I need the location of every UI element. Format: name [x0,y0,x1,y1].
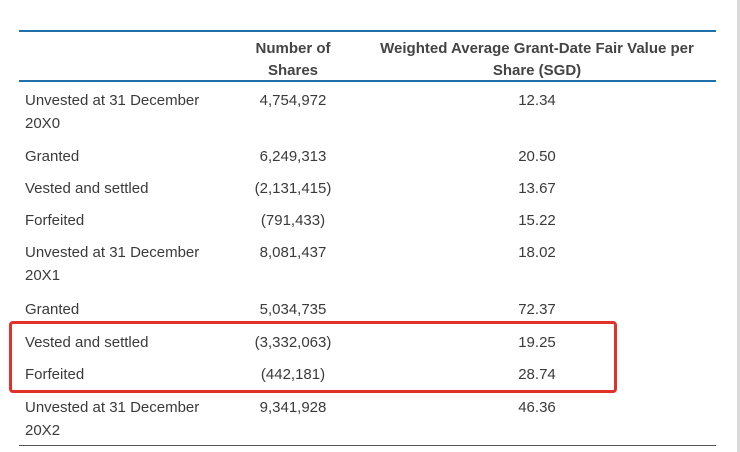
share-movement-table: Number of Shares Weighted Average Grant-… [19,30,716,82]
row-label: Vested and settled [25,180,149,197]
row-label: Vested and settled [25,334,149,351]
highlight-box [9,321,617,393]
row-value: 15.22 [518,212,556,229]
row-label: Unvested at 31 December 20X1 [25,244,200,284]
header-fair-value: Weighted Average Grant-Date Fair Value p… [380,40,694,79]
row-label: Unvested at 31 December 20X0 [25,92,200,132]
row-value: 19.25 [518,334,556,351]
row-label: Granted [25,301,80,318]
row-shares: 6,249,313 [259,148,327,165]
row-label: Forfeited [25,366,85,383]
row-value: 72.37 [518,301,556,318]
table-bottom-rule [19,445,716,446]
page-edge [737,0,740,452]
table-top-rule [19,30,716,32]
row-value: 18.02 [518,244,556,261]
row-shares: (442,181) [260,366,326,383]
row-shares: (3,332,063) [254,334,332,351]
row-shares: (791,433) [260,212,326,229]
row-value: 46.36 [518,399,556,416]
row-shares: 9,341,928 [259,399,327,416]
row-shares: 5,034,735 [259,301,327,318]
row-value: 20.50 [518,148,556,165]
row-value: 12.34 [518,92,556,109]
row-shares: 8,081,437 [259,244,327,261]
row-label: Unvested at 31 December 20X2 [25,399,200,439]
row-shares: (2,131,415) [254,180,332,197]
row-label: Forfeited [25,212,85,229]
row-shares: 4,754,972 [259,92,327,109]
row-value: 28.74 [518,366,556,383]
header-number-of-shares: Number of Shares [255,40,331,79]
table-header-rule [19,80,716,82]
table-header: Number of Shares Weighted Average Grant-… [19,32,716,80]
row-label: Granted [25,148,80,165]
row-value: 13.67 [518,180,556,197]
